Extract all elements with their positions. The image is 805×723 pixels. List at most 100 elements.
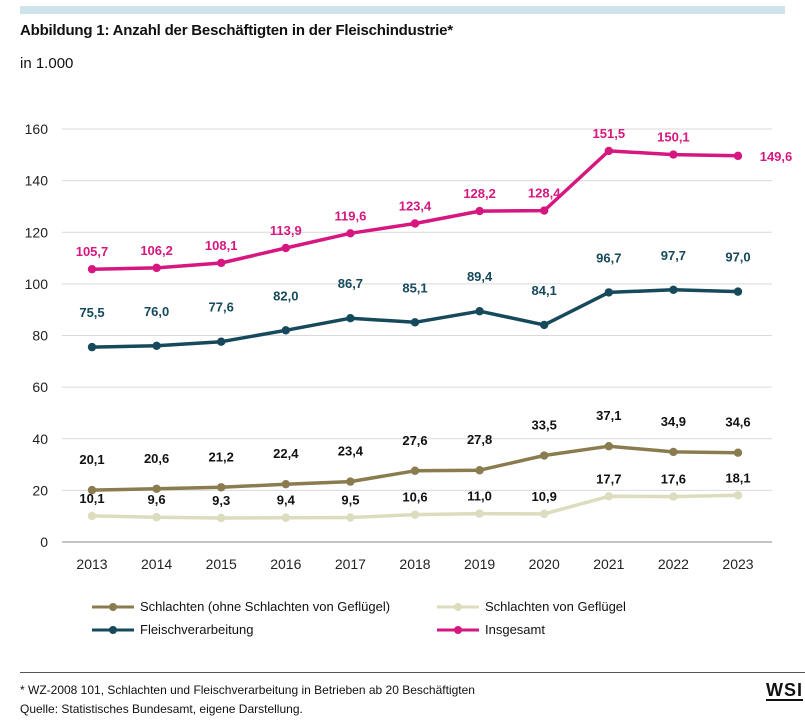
legend-swatch-marker	[454, 602, 462, 611]
data-point	[604, 492, 613, 501]
data-label: 9,4	[277, 493, 296, 508]
data-point	[346, 314, 355, 323]
data-point	[346, 513, 355, 522]
legend-swatch	[92, 625, 134, 634]
legend-item: Schlachten von Geflügel	[435, 599, 626, 614]
x-tick-label: 2021	[593, 556, 624, 572]
data-label: 151,5	[593, 126, 626, 141]
data-point	[152, 484, 161, 494]
data-label: 21,2	[209, 449, 234, 464]
y-tick-label: 140	[25, 173, 49, 189]
legend-label: Insgesamt	[485, 622, 545, 637]
footer-divider	[20, 672, 805, 673]
data-point	[152, 341, 161, 351]
data-point	[604, 442, 613, 451]
header-band	[20, 6, 785, 14]
data-label: 34,9	[661, 414, 686, 429]
legend-swatch	[92, 602, 134, 611]
y-tick-label: 40	[32, 431, 48, 447]
data-label: 10,1	[79, 491, 104, 506]
data-label: 75,5	[79, 305, 104, 320]
legend-swatch	[437, 602, 479, 611]
data-point	[604, 288, 613, 297]
data-label: 22,4	[273, 446, 299, 461]
data-label: 11,0	[467, 489, 492, 504]
data-point	[540, 451, 549, 460]
data-label: 9,3	[212, 493, 230, 508]
data-point	[733, 287, 743, 296]
data-label: 17,7	[596, 471, 621, 486]
data-point	[475, 206, 484, 216]
line-chart: 0 20 40 60 80 100 120 140 160 2013 2014 2015 2016 201…	[25, 121, 793, 572]
data-label: 17,6	[661, 472, 686, 487]
legend-item: Insgesamt	[435, 622, 545, 637]
footnote: * WZ-2008 101, Schlachten und Fleischver…	[20, 683, 475, 697]
x-tick-label: 2014	[141, 556, 172, 572]
data-label: 85,1	[402, 280, 427, 295]
data-label: 86,7	[338, 276, 363, 291]
y-tick-label: 160	[25, 121, 49, 137]
x-tick-label: 2016	[270, 556, 301, 572]
y-tick-label: 100	[25, 276, 49, 292]
data-label: 18,1	[725, 470, 750, 485]
data-point	[733, 448, 743, 457]
data-label: 77,6	[209, 300, 234, 315]
data-point	[281, 326, 290, 335]
legend-swatch-marker	[454, 625, 462, 634]
data-label: 119,6	[334, 208, 366, 223]
data-label: 27,6	[402, 433, 427, 448]
data-label: 10,6	[402, 490, 427, 505]
data-label: 108,1	[205, 238, 238, 253]
data-label: 106,2	[140, 243, 173, 258]
data-point	[87, 485, 97, 495]
data-label: 84,1	[532, 283, 557, 298]
data-point	[733, 151, 743, 161]
chart-title: Abbildung 1: Anzahl der Beschäftigten in…	[20, 22, 453, 39]
data-label: 20,6	[144, 451, 169, 466]
data-point	[475, 307, 484, 316]
data-point	[410, 510, 420, 519]
data-label: 27,8	[467, 432, 492, 447]
x-tick-label: 2018	[399, 556, 430, 572]
wsi-logo: WSI	[766, 680, 803, 701]
data-point	[87, 264, 97, 274]
data-point	[540, 206, 549, 215]
x-tick-label: 2015	[206, 556, 237, 572]
data-point	[87, 511, 97, 521]
data-point	[152, 263, 161, 273]
data-point	[540, 320, 549, 330]
chart-unit-label: in 1.000	[20, 55, 74, 72]
y-tick-label: 0	[40, 534, 48, 550]
data-label: 128,2	[463, 186, 496, 201]
data-point	[152, 513, 161, 522]
data-label: 10,9	[532, 489, 557, 504]
y-tick-label: 120	[25, 224, 49, 240]
data-label: 9,6	[148, 492, 166, 507]
data-point	[217, 483, 226, 492]
x-tick-label: 2017	[335, 556, 366, 572]
data-label: 128,4	[528, 186, 561, 201]
data-label: 76,0	[144, 304, 169, 319]
legend-label: Schlachten (ohne Schlachten von Geflügel…	[140, 599, 391, 614]
data-point	[604, 146, 613, 156]
data-label: 97,7	[661, 248, 686, 263]
data-point	[217, 258, 226, 268]
data-point	[410, 219, 420, 228]
source-note: Quelle: Statistisches Bundesamt, eigene …	[20, 702, 303, 716]
legend-swatch-marker	[109, 602, 117, 611]
legend-item: Schlachten (ohne Schlachten von Geflügel…	[90, 599, 390, 614]
legend-swatch	[437, 625, 479, 634]
legend-swatch-marker	[109, 625, 117, 634]
data-label: 113,9	[270, 223, 302, 238]
data-label: 23,4	[338, 444, 364, 459]
x-tick-label: 2023	[722, 556, 753, 572]
data-point	[475, 466, 484, 475]
data-label: 150,1	[657, 130, 690, 145]
data-label: 33,5	[532, 418, 557, 433]
data-label: 82,0	[273, 288, 298, 303]
data-point	[669, 285, 678, 295]
data-point	[281, 243, 290, 253]
data-point	[410, 466, 420, 475]
data-label: 123,4	[399, 198, 432, 213]
data-point	[217, 337, 226, 346]
